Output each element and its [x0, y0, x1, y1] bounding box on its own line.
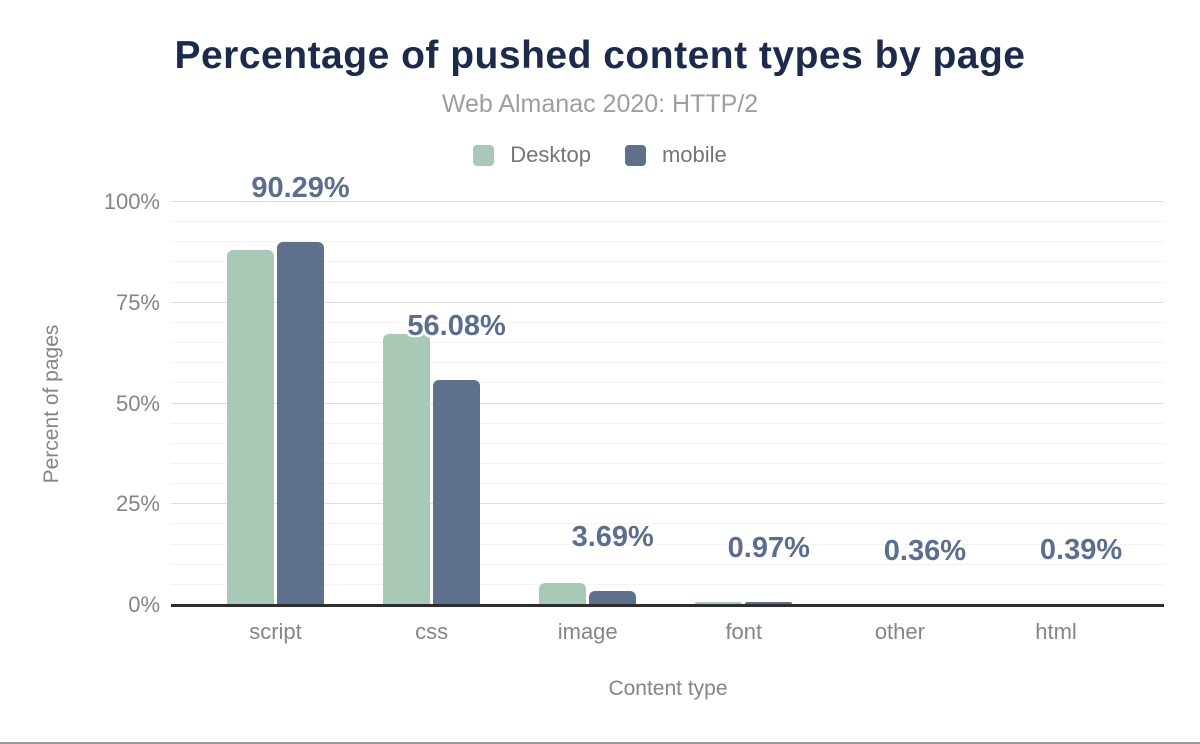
bar-desktop-script [227, 249, 274, 606]
bar-value-label-image: 3.69% [571, 521, 654, 554]
legend-label: Desktop [510, 142, 591, 167]
y-tick-label: 50% [115, 390, 160, 416]
minor-gridline [171, 543, 1164, 545]
x-category-label-css: css [415, 619, 449, 644]
minor-gridline [171, 563, 1164, 565]
minor-gridline [171, 342, 1164, 344]
bar-desktop-image [539, 583, 587, 606]
minor-gridline [171, 321, 1164, 323]
x-category-label-html: html [1035, 619, 1077, 644]
minor-gridline [171, 422, 1164, 424]
minor-gridline [171, 221, 1164, 223]
minor-gridline [171, 241, 1164, 243]
bar-desktop-font [695, 601, 743, 606]
legend-item-desktop: Desktop [473, 142, 591, 168]
y-tick-label: 100% [103, 189, 160, 214]
bar-mobile-script [277, 242, 324, 606]
minor-gridline [171, 583, 1164, 585]
bar-value-label-other: 0.36% [883, 534, 967, 567]
y-tick-label: 75% [115, 289, 160, 315]
minor-gridline [171, 442, 1164, 444]
minor-gridline [171, 261, 1164, 263]
y-tick-label: 0% [128, 592, 160, 617]
legend-swatch-desktop [473, 144, 495, 166]
minor-gridline [171, 362, 1164, 364]
chart-subtitle: Web Almanac 2020: HTTP/2 [441, 90, 759, 118]
bar-desktop-css [383, 333, 431, 606]
y-axis-title: Percent of pages [40, 324, 63, 484]
major-gridline [171, 201, 1164, 202]
x-category-label-font: font [725, 619, 763, 644]
legend-label: mobile [661, 142, 727, 167]
minor-gridline [171, 382, 1164, 384]
minor-gridline [171, 523, 1164, 525]
chart-title: Percentage of pushed content types by pa… [174, 34, 1026, 77]
minor-gridline [171, 462, 1164, 464]
minor-gridline [171, 281, 1164, 283]
bar-mobile-image [589, 591, 637, 606]
minor-gridline [171, 483, 1164, 485]
x-category-label-image: image [557, 619, 618, 644]
x-axis-line [171, 604, 1164, 607]
plot-area: 0% 25% 50% 75% 100% 90.29% script 56.08% css 3.69… [104, 172, 1164, 644]
legend: Desktop mobile [0, 142, 1200, 168]
bar-mobile-css [433, 380, 481, 606]
y-tick-label: 25% [115, 491, 160, 517]
x-category-label-other: other [874, 619, 925, 644]
bar-value-label-script: 90.29% [251, 172, 350, 205]
legend-item-mobile: mobile [624, 142, 727, 168]
x-category-label-script: script [249, 619, 302, 644]
major-gridline [171, 301, 1164, 303]
legend-swatch-mobile [624, 144, 646, 166]
major-gridline [171, 402, 1164, 404]
x-axis-title: Content type [608, 677, 728, 700]
major-gridline [171, 503, 1164, 505]
bar-value-label-css: 56.08% [407, 310, 506, 342]
bar-value-label-font: 0.97% [727, 532, 810, 565]
bar-value-label-html: 0.39% [1039, 534, 1123, 567]
